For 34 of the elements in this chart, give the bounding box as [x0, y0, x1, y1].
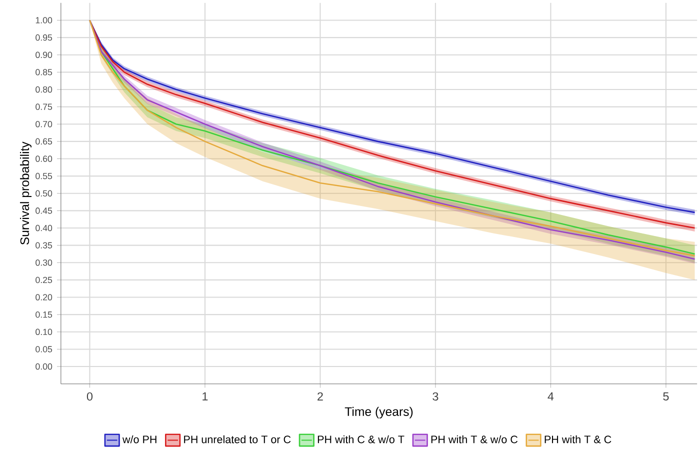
y-tick-label: 0.10	[36, 328, 52, 336]
y-tick-label: 0.25	[36, 276, 52, 284]
x-axis-title: Time (years)	[344, 406, 413, 418]
y-tick-label: 0.30	[36, 260, 52, 266]
y-tick-label: 0.45	[36, 208, 52, 214]
legend-label: PH with T & w/o C	[431, 435, 518, 444]
y-axis-title: Survival probability	[20, 142, 32, 245]
y-tick-label: 0.05	[36, 346, 52, 352]
y-tick-label: 0.15	[36, 311, 52, 318]
x-tick-label: 4	[548, 392, 554, 400]
y-tick-label: 0.75	[36, 104, 52, 110]
y-tick-label: 0.55	[36, 172, 52, 180]
x-tick-label: 1	[202, 392, 208, 400]
y-tick-label: 0.50	[36, 190, 52, 197]
x-tick-label: 3	[432, 392, 438, 401]
y-tick-label: 0.40	[36, 224, 52, 232]
legend-label: PH with C & w/o T	[318, 435, 404, 444]
y-tick-label: 0.70	[36, 121, 52, 128]
y-tick-label: 1.00	[36, 17, 52, 24]
y-tick-label: 0.80	[36, 86, 52, 93]
legend-label: w/o PH	[122, 435, 156, 444]
y-tick-label: 0.20	[36, 294, 52, 300]
x-tick-label: 0	[86, 392, 93, 401]
legend-label: PH unrelated to T or C	[184, 435, 291, 444]
y-tick-label: 0.65	[36, 138, 52, 145]
y-tick-label: 0.90	[36, 52, 52, 58]
y-tick-label: 0.95	[36, 34, 52, 41]
legend-label: PH with T & C	[544, 435, 612, 444]
y-tick-label: 0.00	[36, 363, 52, 370]
y-tick-label: 0.35	[36, 242, 52, 248]
x-tick-label: 2	[318, 392, 323, 400]
y-tick-label: 0.60	[36, 156, 52, 162]
x-tick-label: 5	[663, 392, 669, 401]
y-tick-label: 0.85	[36, 69, 52, 76]
